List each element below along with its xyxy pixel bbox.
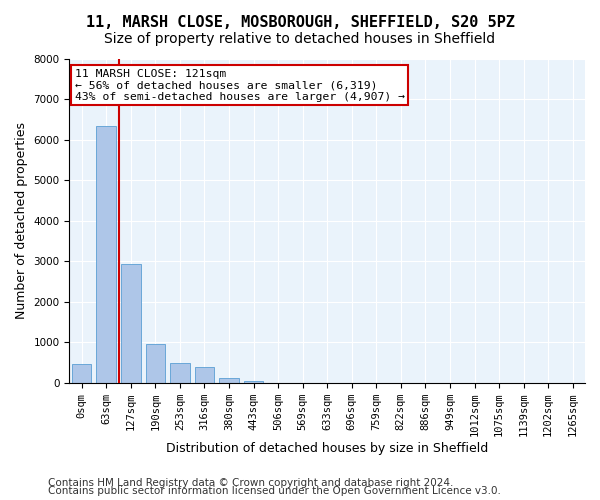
Bar (72, 364, 91, 383)
Bar (146, 344, 165, 383)
Bar (219, 378, 239, 383)
Y-axis label: Number of detached properties: Number of detached properties (15, 122, 28, 320)
Bar (97, 126, 116, 383)
Bar (121, 264, 140, 383)
Text: Size of property relative to detached houses in Sheffield: Size of property relative to detached ho… (104, 32, 496, 46)
Bar (170, 363, 190, 383)
Text: Contains public sector information licensed under the Open Government Licence v3: Contains public sector information licen… (48, 486, 501, 496)
Bar (194, 367, 214, 383)
Text: Contains HM Land Registry data © Crown copyright and database right 2024.: Contains HM Land Registry data © Crown c… (48, 478, 454, 488)
Bar (244, 380, 263, 383)
X-axis label: Distribution of detached houses by size in Sheffield: Distribution of detached houses by size … (166, 442, 488, 455)
Text: 11 MARSH CLOSE: 121sqm
← 56% of detached houses are smaller (6,319)
43% of semi-: 11 MARSH CLOSE: 121sqm ← 56% of detached… (74, 68, 404, 102)
Text: 11, MARSH CLOSE, MOSBOROUGH, SHEFFIELD, S20 5PZ: 11, MARSH CLOSE, MOSBOROUGH, SHEFFIELD, … (86, 15, 514, 30)
